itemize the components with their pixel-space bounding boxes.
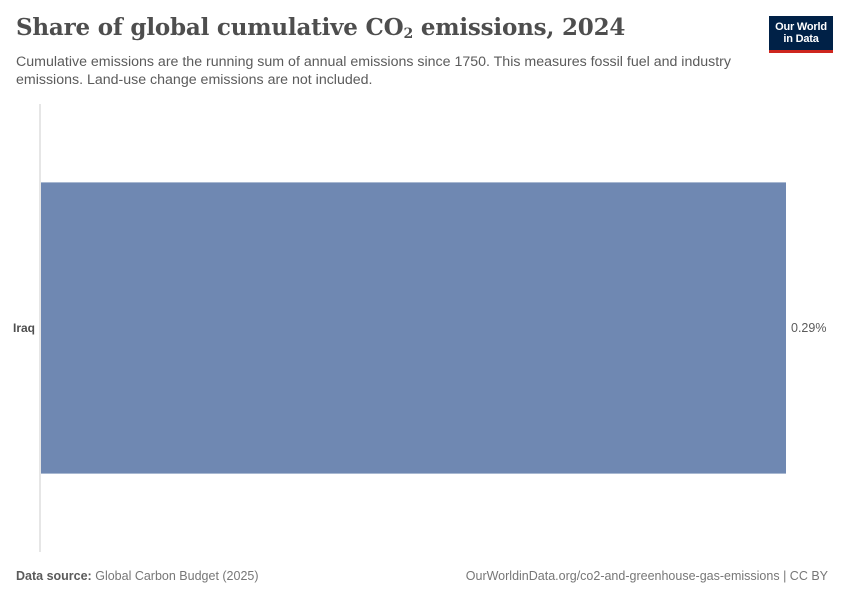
bar-chart: Iraq 0.29% [13, 104, 826, 552]
data-source: Data source: Global Carbon Budget (2025) [16, 569, 259, 583]
logo-line-2: in Data [783, 33, 819, 45]
chart-title: Share of global cumulative CO2 emissions… [16, 14, 746, 44]
data-source-label: Data source: [16, 569, 92, 583]
source-link[interactable]: OurWorldinData.org/co2-and-greenhouse-ga… [465, 569, 780, 583]
logo-line-1: Our World [775, 21, 827, 33]
title-subscript: 2 [403, 26, 414, 42]
footer-separator: | [783, 569, 790, 583]
value-label: 0.29% [791, 321, 826, 335]
chart-subtitle: Cumulative emissions are the running sum… [16, 53, 731, 88]
bar-iraq[interactable] [41, 182, 786, 474]
chart-footer: Data source: Global Carbon Budget (2025)… [16, 569, 828, 583]
title-tail: emissions, 2024 [413, 14, 626, 41]
chart-header: Share of global cumulative CO2 emissions… [16, 14, 746, 89]
footer-right: OurWorldinData.org/co2-and-greenhouse-ga… [466, 569, 828, 583]
title-main: Share of global cumulative CO [16, 14, 404, 41]
category-label: Iraq [13, 321, 35, 335]
owid-logo[interactable]: Our World in Data [769, 16, 833, 53]
license-text: CC BY [789, 569, 828, 583]
data-source-value: Global Carbon Budget (2025) [95, 569, 259, 583]
